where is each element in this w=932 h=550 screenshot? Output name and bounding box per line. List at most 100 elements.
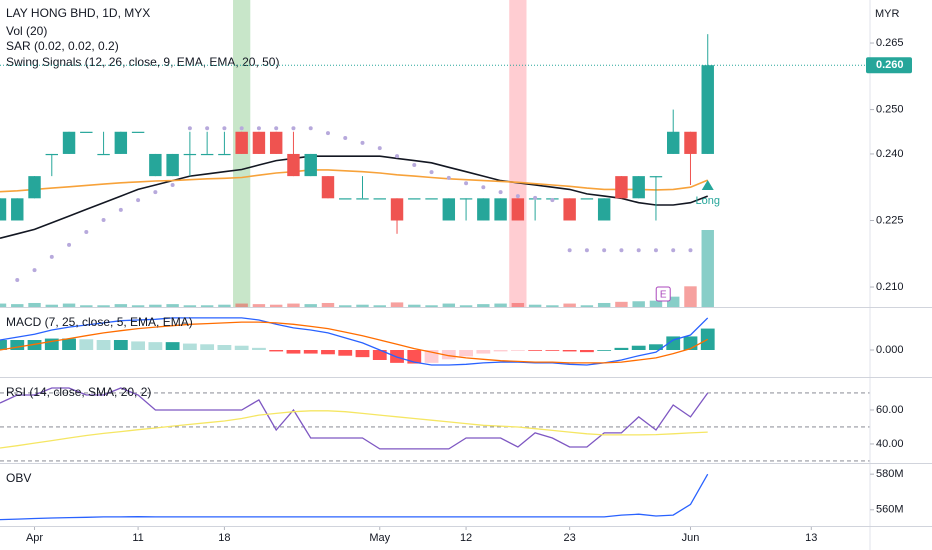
- sar-dot: [481, 185, 486, 190]
- macd-histogram-bar: [597, 350, 612, 351]
- macd-histogram-bar: [321, 350, 335, 355]
- macd-histogram-bar: [580, 350, 594, 353]
- volume-bar: [546, 305, 559, 307]
- x-tick-label: 18: [218, 532, 230, 544]
- macd-histogram-bar: [528, 350, 543, 351]
- candle-body: [321, 176, 335, 199]
- candle-body: [304, 153, 317, 177]
- volume-bar: [200, 305, 214, 307]
- macd-histogram-bar: [459, 350, 473, 357]
- x-tick-label: Apr: [26, 532, 43, 544]
- sar-dot: [446, 175, 451, 180]
- volume-bar: [45, 304, 58, 307]
- macd-line: [0, 317, 709, 366]
- volume-bar: [615, 301, 628, 307]
- candle-body: [287, 153, 300, 177]
- macd-histogram-bar: [27, 340, 42, 350]
- sar-dot: [170, 182, 175, 187]
- volume-bar: [477, 304, 490, 307]
- candle-body: [97, 153, 110, 156]
- y-tick-label: 0.250: [876, 103, 904, 115]
- swing-line: [0, 155, 708, 239]
- candle-body: [408, 198, 421, 200]
- sar-dot: [412, 163, 417, 168]
- candle-body: [11, 198, 24, 221]
- rsi-line: [0, 387, 709, 450]
- candle-body: [373, 198, 386, 200]
- macd-histogram-bar: [649, 344, 663, 350]
- macd-histogram-bar: [631, 345, 646, 350]
- symbol-title: LAY HONG BHD, 1D, MYX: [6, 6, 150, 20]
- volume-bar: [528, 304, 542, 307]
- volume-bar: [131, 305, 145, 307]
- volume-bar: [235, 303, 248, 307]
- volume-bar: [511, 302, 525, 307]
- volume-bar: [11, 304, 24, 307]
- candle-body: [0, 198, 7, 221]
- sar-dot: [67, 242, 72, 247]
- candle-body: [425, 198, 438, 200]
- earnings-marker: [655, 286, 671, 302]
- macd-histogram-bar: [113, 340, 128, 350]
- macd-line: [0, 321, 709, 364]
- macd-histogram-bar: [545, 350, 560, 351]
- macd-histogram-bar: [269, 350, 284, 352]
- candle-body: [80, 131, 93, 133]
- volume-bar: [97, 305, 110, 307]
- volume-bar: [339, 305, 352, 307]
- y-tick-label: 0.000: [876, 344, 904, 356]
- volume-bar: [425, 305, 438, 307]
- indicator-title: SAR (0.02, 0.02, 0.2): [6, 39, 119, 53]
- candle-body: [114, 131, 128, 154]
- sar-dot: [274, 126, 279, 131]
- sar-dot: [343, 135, 348, 140]
- macd-histogram-bar: [79, 339, 94, 350]
- rsi-line: [0, 410, 708, 449]
- macd-histogram-bar: [493, 350, 508, 352]
- long-signal-arrow: [701, 179, 714, 190]
- candle-body: [615, 176, 628, 199]
- macd-histogram-bar: [62, 338, 76, 350]
- macd-histogram-bar: [441, 350, 456, 360]
- macd-histogram-bar: [286, 350, 301, 354]
- plot-area: Long E: [0, 0, 870, 521]
- currency: MYR: [875, 8, 900, 20]
- sar-dot: [205, 126, 210, 131]
- sar-dot: [602, 248, 607, 253]
- x-tick-label: 23: [564, 532, 576, 544]
- sar-dot: [325, 131, 330, 136]
- x-tick-label: 11: [132, 532, 143, 544]
- candle-body: [45, 153, 58, 156]
- candle-body: [235, 131, 248, 154]
- sar-dot: [256, 126, 261, 131]
- sar-dot: [671, 248, 676, 253]
- sar-dot: [239, 126, 244, 131]
- volume-bar: [494, 303, 507, 307]
- macd-histogram-bar: [252, 347, 266, 350]
- sar-dot: [136, 198, 141, 203]
- candle-body: [166, 153, 179, 177]
- candle-body: [149, 153, 162, 177]
- sar-dot: [153, 190, 158, 195]
- x-tick-label: 13: [805, 532, 817, 544]
- sar-dot: [291, 126, 296, 131]
- candle-body: [477, 198, 490, 221]
- sar-dot: [567, 248, 572, 253]
- x-tick-label: 12: [460, 532, 472, 544]
- candle-body: [649, 176, 663, 178]
- volume-bar: [597, 302, 611, 307]
- sar-dot: [308, 126, 313, 131]
- macd-histogram-bar: [165, 342, 180, 350]
- volume-bar: [408, 304, 421, 307]
- sar-dot: [653, 248, 658, 253]
- candle-body: [684, 131, 697, 154]
- sar-dot: [498, 190, 503, 195]
- x-tick-label: Jun: [682, 532, 700, 544]
- y-tick-label: 580M: [876, 468, 904, 480]
- volume-bar: [0, 303, 7, 307]
- volume-bar: [667, 296, 680, 307]
- y-tick-label: 0.240: [876, 148, 904, 160]
- pane-title: RSI (14, close, SMA, 20, 2): [6, 385, 151, 399]
- volume-bar: [304, 304, 317, 307]
- sar-dot: [688, 248, 693, 253]
